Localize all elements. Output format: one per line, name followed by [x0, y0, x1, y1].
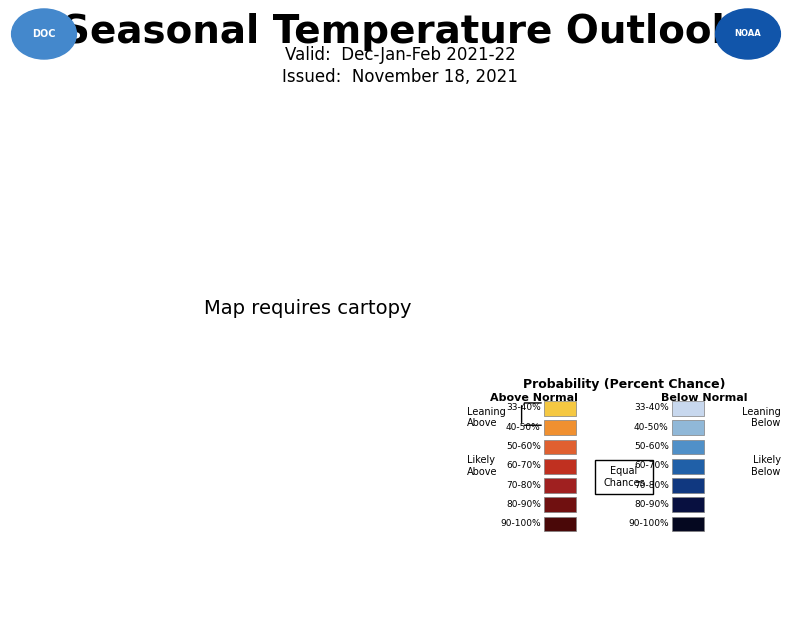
Text: Map requires cartopy: Map requires cartopy — [204, 300, 412, 318]
FancyBboxPatch shape — [672, 439, 704, 454]
Text: 90-100%: 90-100% — [628, 519, 669, 528]
Text: Above Normal: Above Normal — [490, 393, 578, 403]
Text: DOC: DOC — [32, 29, 56, 39]
Text: Below Normal: Below Normal — [661, 393, 747, 403]
FancyBboxPatch shape — [544, 517, 576, 531]
Text: Likely
Below: Likely Below — [751, 455, 781, 476]
FancyBboxPatch shape — [672, 401, 704, 416]
Text: 80-90%: 80-90% — [634, 500, 669, 509]
Text: 40-50%: 40-50% — [506, 423, 541, 431]
Text: 50-60%: 50-60% — [634, 442, 669, 451]
Text: 90-100%: 90-100% — [500, 519, 541, 528]
Text: 33-40%: 33-40% — [506, 404, 541, 412]
Text: 40-50%: 40-50% — [634, 423, 669, 431]
FancyBboxPatch shape — [544, 497, 576, 512]
Text: 70-80%: 70-80% — [506, 481, 541, 489]
Text: Seasonal Temperature Outlook: Seasonal Temperature Outlook — [62, 14, 738, 51]
FancyBboxPatch shape — [544, 401, 576, 416]
FancyBboxPatch shape — [544, 420, 576, 435]
Text: 80-90%: 80-90% — [506, 500, 541, 509]
Text: 50-60%: 50-60% — [506, 442, 541, 451]
Text: 33-40%: 33-40% — [634, 404, 669, 412]
FancyBboxPatch shape — [672, 497, 704, 512]
FancyBboxPatch shape — [672, 517, 704, 531]
Text: 60-70%: 60-70% — [506, 461, 541, 470]
Text: Probability (Percent Chance): Probability (Percent Chance) — [522, 378, 726, 391]
Text: 60-70%: 60-70% — [634, 461, 669, 470]
FancyBboxPatch shape — [544, 459, 576, 473]
Circle shape — [12, 9, 77, 59]
Text: Leaning
Above: Leaning Above — [467, 407, 506, 428]
FancyBboxPatch shape — [672, 478, 704, 493]
FancyBboxPatch shape — [672, 459, 704, 473]
FancyBboxPatch shape — [544, 439, 576, 454]
Text: 70-80%: 70-80% — [634, 481, 669, 489]
FancyBboxPatch shape — [595, 460, 653, 494]
Circle shape — [716, 9, 781, 59]
FancyBboxPatch shape — [672, 420, 704, 435]
Text: Leaning
Below: Leaning Below — [742, 407, 781, 428]
Text: Valid:  Dec-Jan-Feb 2021-22: Valid: Dec-Jan-Feb 2021-22 — [285, 46, 515, 64]
Text: NOAA: NOAA — [734, 30, 762, 38]
Text: Issued:  November 18, 2021: Issued: November 18, 2021 — [282, 68, 518, 87]
Text: Likely
Above: Likely Above — [467, 455, 498, 476]
Text: Equal
Chances: Equal Chances — [603, 467, 645, 488]
FancyBboxPatch shape — [544, 478, 576, 493]
